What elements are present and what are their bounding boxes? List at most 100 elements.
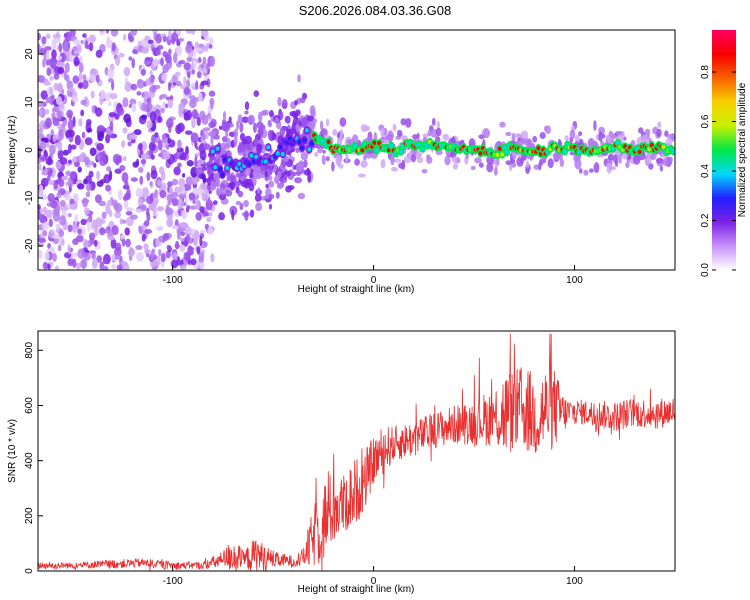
spectrogram-blob <box>62 126 66 135</box>
spectrogram-blob <box>601 133 606 139</box>
spectrogram-blob <box>317 148 323 154</box>
spectrogram-blob <box>331 161 335 172</box>
spectrogram-blob <box>49 76 54 81</box>
spectrogram-blob <box>183 62 191 71</box>
spectrogram-blob <box>188 98 197 109</box>
spectrogram-blob <box>59 157 68 165</box>
spectrogram-blob <box>156 46 161 56</box>
ridge-core <box>297 139 302 145</box>
spectrogram-blob <box>56 83 63 91</box>
spectrogram-blob <box>137 198 144 206</box>
spectrogram-blob <box>45 209 53 219</box>
spectrogram-blob <box>532 135 538 143</box>
spectrogram-blob <box>186 160 194 167</box>
spectrogram-blob <box>183 87 190 96</box>
spectrogram-blob <box>505 131 512 137</box>
spectrogram-blob <box>321 154 326 165</box>
snr-series-line <box>38 333 675 571</box>
spectrogram-blob <box>143 60 151 66</box>
spectrogram-blob <box>150 154 155 160</box>
spectrogram-blob <box>268 194 275 200</box>
spectrogram-blob <box>119 218 123 225</box>
spectrogram-blob <box>38 163 42 171</box>
spectrogram-blob <box>274 117 280 123</box>
spectrogram-blob <box>520 130 529 140</box>
spectrogram-blob <box>297 160 305 170</box>
spectrogram-blob <box>128 56 133 61</box>
spectrogram-blob <box>81 198 90 204</box>
spectrogram-blob <box>124 81 132 93</box>
spectrogram-blob <box>45 33 51 39</box>
spectrogram-blob <box>431 117 436 126</box>
ridge-core <box>398 149 403 154</box>
spectrogram-blob <box>143 243 149 251</box>
spectrogram-blob <box>405 117 412 128</box>
spectrogram-blob <box>40 177 49 188</box>
spectrogram-blob <box>85 182 92 192</box>
spectrogram-blob <box>91 68 99 76</box>
spectrogram-blob <box>41 221 50 231</box>
figure-title: S206.2026.084.03.36.G08 <box>299 3 452 18</box>
spectrogram-blob <box>195 199 200 210</box>
spectrogram-blob <box>110 238 117 249</box>
spectrogram-blob <box>138 166 144 173</box>
spectrogram-blob <box>104 228 110 234</box>
spectrogram-blob <box>199 235 203 246</box>
spectrogram-blob <box>557 138 562 146</box>
spectrogram-blob <box>162 51 169 58</box>
spectrogram-blob <box>77 248 86 259</box>
spectrogram-blob <box>171 224 179 230</box>
spectrogram-blob <box>50 129 55 138</box>
y-tick-label: 800 <box>24 342 35 359</box>
spectrogram-blob <box>390 166 399 172</box>
spectrogram-blob <box>156 226 164 231</box>
spectrogram-blob <box>59 132 64 141</box>
spectrogram-blob <box>174 186 183 194</box>
spectrogram-blob <box>103 173 111 184</box>
spectrogram-blob <box>625 161 630 169</box>
spectrogram-blob <box>239 176 247 182</box>
ridge-core <box>304 128 309 133</box>
spectrogram-blob <box>122 127 128 134</box>
colorbar-tick-label: 0.8 <box>700 65 711 79</box>
spectrogram-blob <box>427 129 432 137</box>
spectrogram-blob <box>190 30 196 35</box>
spectrogram-blob <box>38 32 42 41</box>
spectrogram-blob <box>39 213 46 224</box>
spectrogram-blob <box>79 55 83 65</box>
spectrogram-blob <box>106 36 111 43</box>
spectrogram-blob <box>205 199 213 211</box>
spectrogram-blob <box>148 141 156 152</box>
spectrogram-blob <box>138 142 143 151</box>
spectrogram-blob <box>538 162 542 171</box>
spectrogram-blob <box>200 64 205 69</box>
spectrogram-blob <box>165 118 174 129</box>
spectrogram-blob <box>47 170 53 177</box>
spectrogram-blob <box>297 74 301 83</box>
spectrogram-blob <box>339 128 344 140</box>
spectrogram-blob <box>299 97 306 104</box>
spectrogram-blob <box>588 168 594 173</box>
spectrogram-blob <box>180 264 187 270</box>
spectrogram-blob <box>474 157 482 164</box>
ridge-core <box>649 142 654 148</box>
spectrogram-blob <box>171 178 179 186</box>
spectrogram-blob <box>68 53 75 63</box>
spectrogram-blob <box>326 118 330 127</box>
spectrogram-blob <box>390 155 395 166</box>
y-tick-label: -10 <box>24 190 35 205</box>
spectrogram-blob <box>52 134 57 143</box>
spectrogram-blob <box>514 133 522 138</box>
spectrogram-blob <box>108 209 113 218</box>
x-tick-label: -100 <box>163 576 183 587</box>
spectrogram-blob <box>252 122 257 134</box>
spectrogram-blob <box>655 157 664 164</box>
spectrogram-blob <box>213 172 220 180</box>
spectrogram-blob <box>167 81 171 92</box>
spectrogram-blob <box>56 109 63 120</box>
spectrogram-blob <box>44 251 50 261</box>
spectrogram-blob <box>160 108 165 114</box>
spectrogram-blob <box>171 259 179 269</box>
spectrogram-blob <box>292 110 297 119</box>
spectrogram-blob <box>208 44 213 49</box>
